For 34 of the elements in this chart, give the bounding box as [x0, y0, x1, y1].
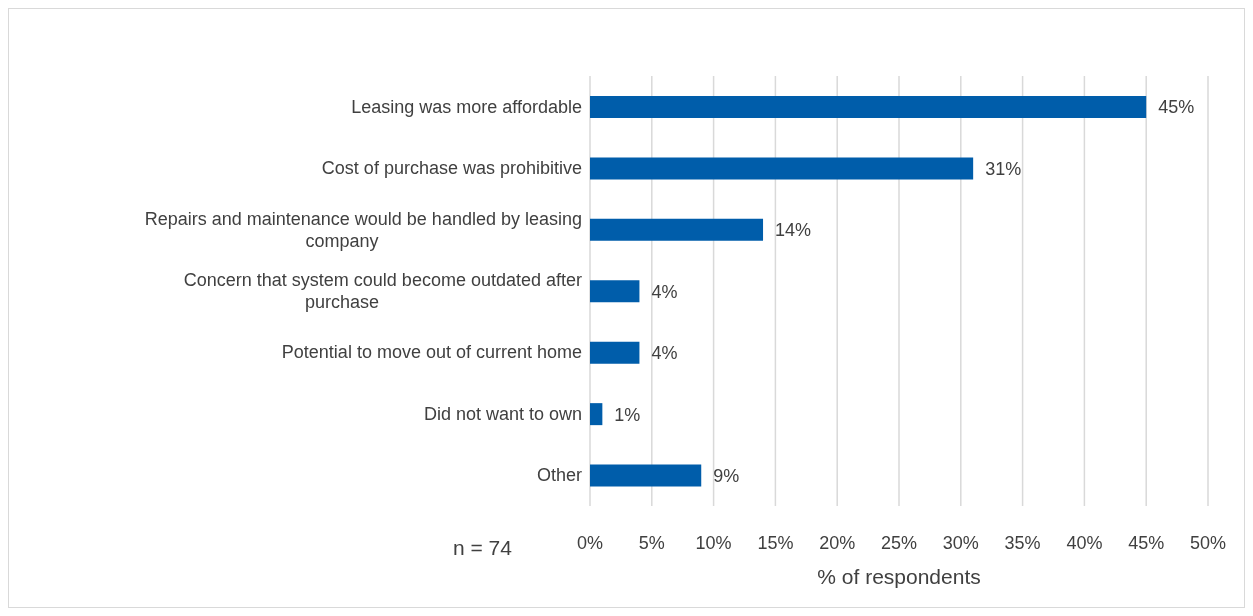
y-tick-label: Potential to move out of current home — [281, 342, 582, 363]
x-axis-title: % of respondents — [817, 565, 981, 588]
bar — [590, 464, 702, 487]
y-tick-label: Leasing was more affordable — [351, 96, 582, 117]
x-tick-label: 5% — [638, 532, 665, 553]
bar — [590, 341, 640, 364]
x-tick-label: 50% — [1189, 532, 1227, 553]
x-tick-label: 45% — [1128, 532, 1165, 553]
bar — [590, 280, 640, 303]
data-label: 14% — [775, 220, 812, 241]
y-tick-label: Concern that system could become outdated after purchase — [183, 270, 582, 312]
bar — [590, 157, 974, 180]
x-tick-label: 20% — [819, 532, 856, 553]
data-label: 45% — [1158, 97, 1195, 118]
y-tick-label: Other — [536, 465, 582, 486]
y-tick-label: Cost of purchase was prohibitive — [321, 158, 582, 179]
data-label: 4% — [651, 281, 678, 302]
x-tick-label: 40% — [1066, 532, 1103, 553]
x-tick-label: 25% — [880, 532, 918, 553]
x-tick-label: 0% — [576, 532, 604, 553]
y-tick-label: Did not want to own — [423, 403, 582, 424]
x-tick-label: 30% — [942, 532, 979, 553]
bar — [590, 218, 764, 241]
data-label: 9% — [713, 465, 740, 486]
y-tick-label: Repairs and maintenance would be handled by leasing company — [144, 208, 582, 251]
data-label: 4% — [651, 343, 678, 364]
data-label: 31% — [985, 158, 1022, 179]
text: n = 74 — [453, 536, 512, 560]
data-label: 1% — [614, 404, 641, 425]
x-tick-label: 10% — [695, 532, 732, 553]
bar — [590, 96, 1147, 118]
x-tick-label: 35% — [1004, 532, 1041, 553]
bar — [590, 403, 603, 426]
x-tick-label: 15% — [757, 532, 794, 553]
